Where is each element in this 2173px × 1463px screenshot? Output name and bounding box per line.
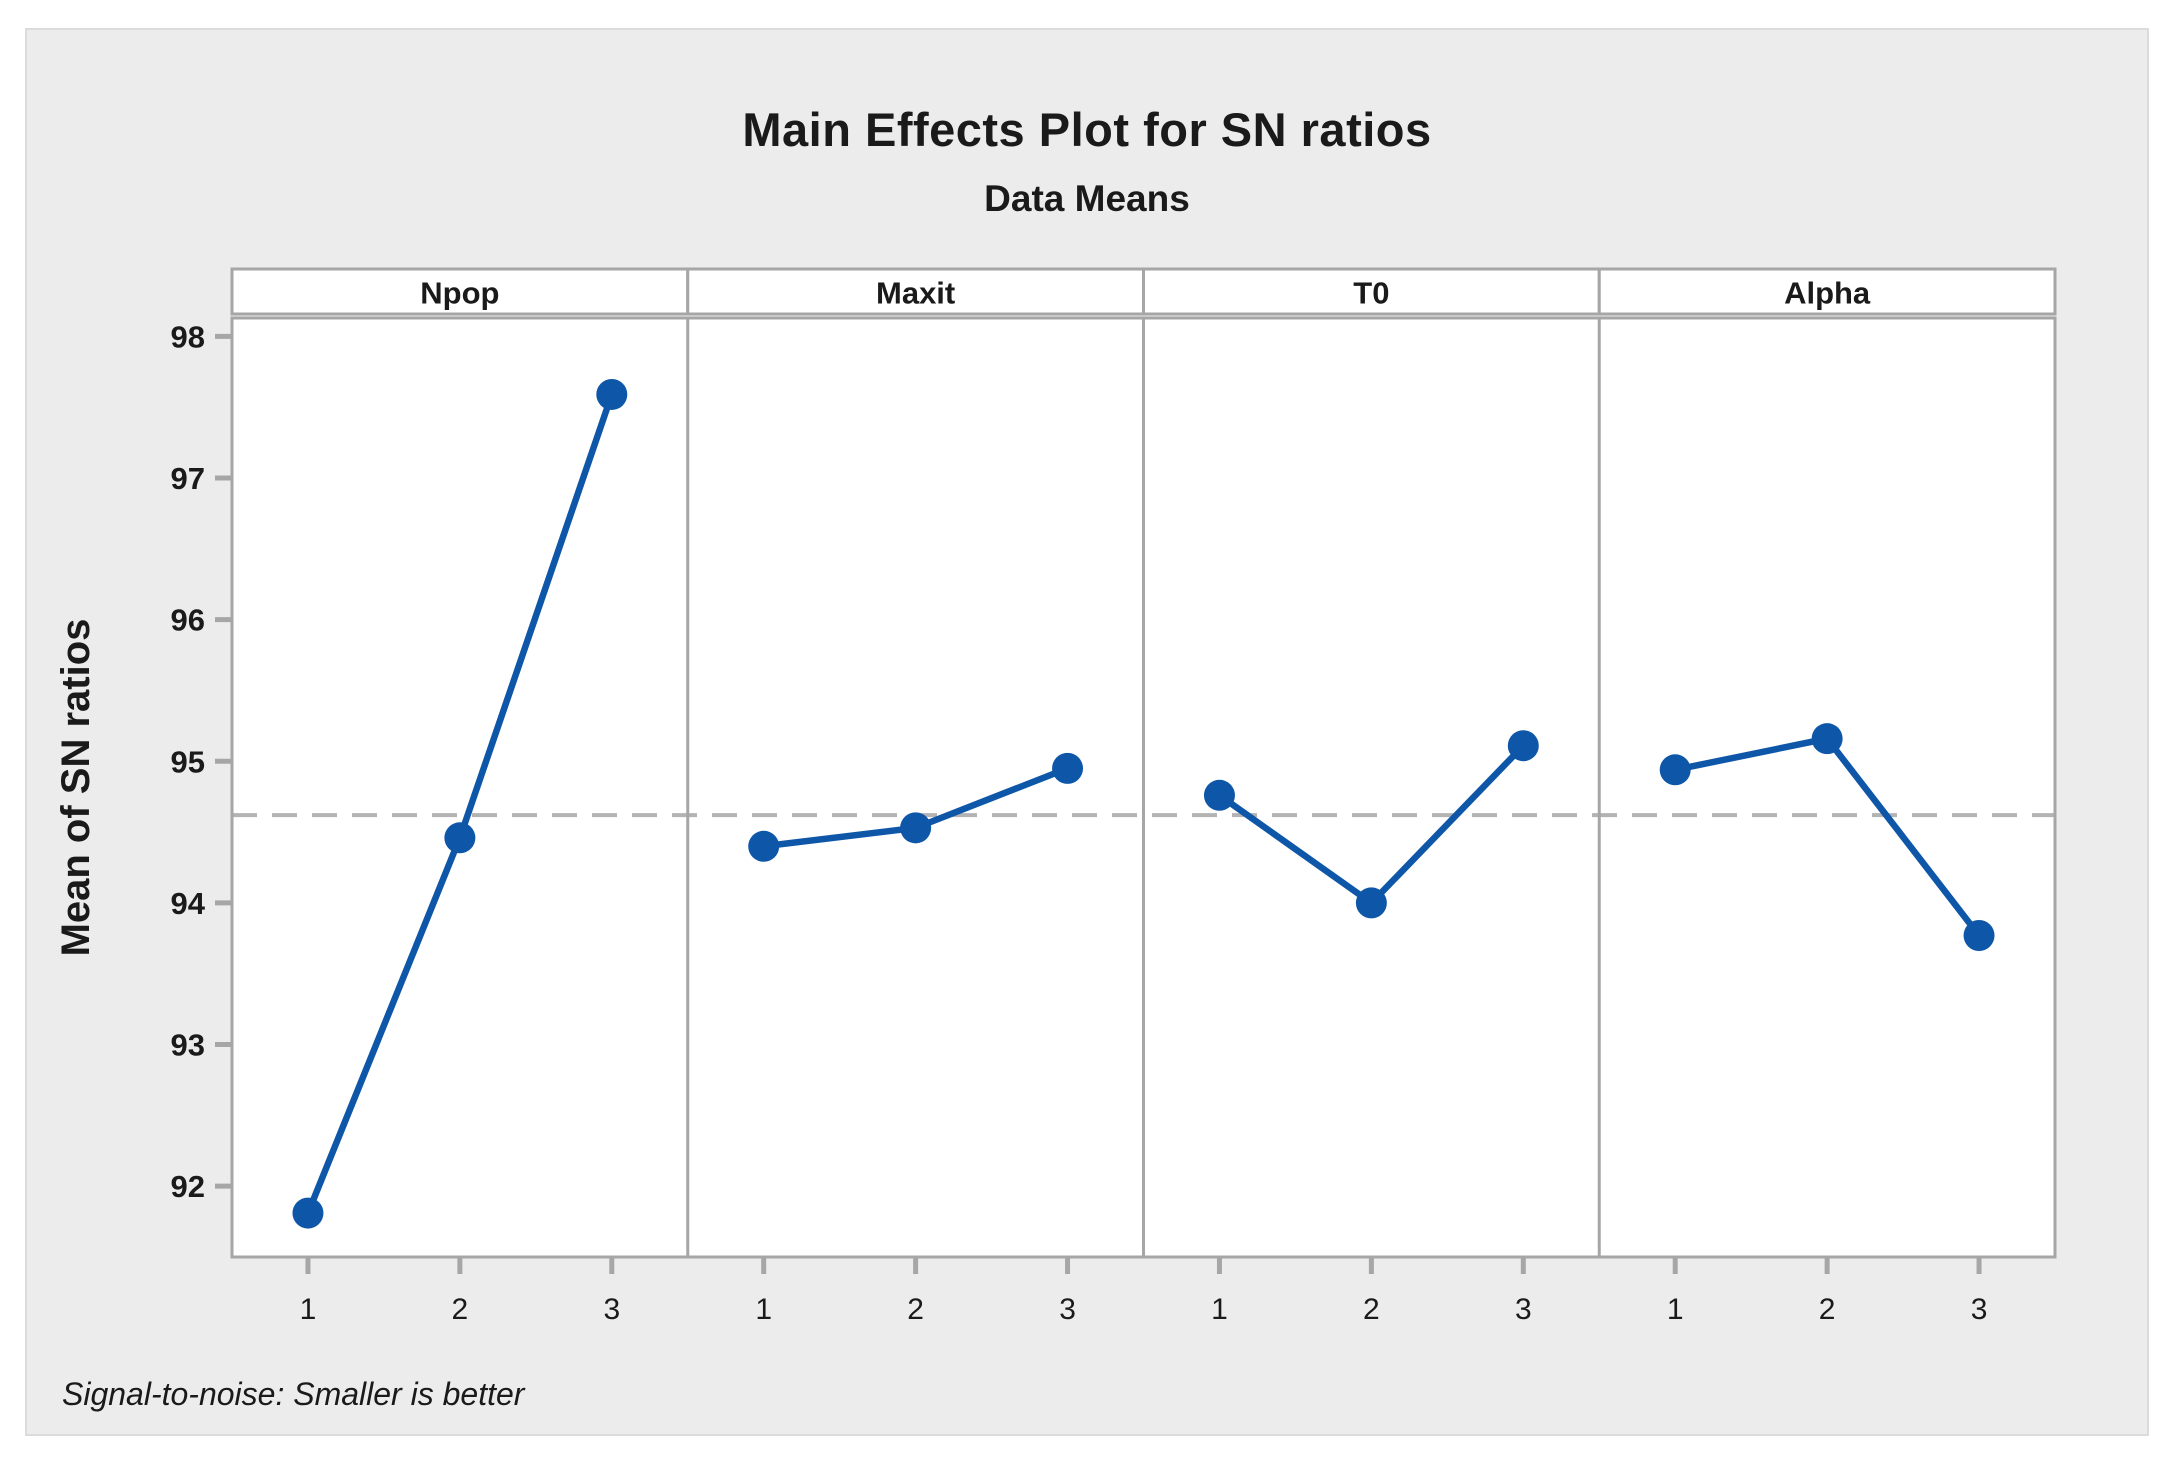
y-tick-label: 98 bbox=[171, 319, 205, 354]
data-point-t0-1 bbox=[1203, 779, 1235, 811]
chart-footnote: Signal-to-noise: Smaller is better bbox=[62, 1376, 525, 1412]
x-tick-label: 1 bbox=[300, 1293, 317, 1326]
data-point-maxit-3 bbox=[1052, 752, 1084, 784]
x-tick-label: 1 bbox=[1211, 1293, 1228, 1326]
main-effects-plot: Npop Maxit T0 Alpha 92 93 94 95 96 97 98 1 2 3 1 2 3 1 2 3 1… bbox=[54, 267, 2057, 1326]
data-point-t0-2 bbox=[1355, 887, 1387, 919]
x-tick-label: 3 bbox=[1971, 1293, 1988, 1326]
x-tick-label: 2 bbox=[1363, 1293, 1380, 1326]
data-point-maxit-2 bbox=[900, 812, 932, 844]
panel-header-box-maxit bbox=[686, 267, 1145, 316]
x-tick-label: 2 bbox=[1819, 1293, 1836, 1326]
x-tick-label: 2 bbox=[452, 1293, 469, 1326]
data-point-t0-3 bbox=[1507, 730, 1539, 762]
chart-title: Main Effects Plot for SN ratios bbox=[742, 103, 1432, 156]
y-tick-label: 95 bbox=[171, 744, 205, 779]
data-point-alpha-2 bbox=[1811, 723, 1843, 755]
y-tick-label: 94 bbox=[171, 886, 206, 921]
data-point-maxit-1 bbox=[748, 830, 780, 862]
y-tick-label: 92 bbox=[171, 1169, 205, 1204]
figure-card: Main Effects Plot for SN ratios Data Mea… bbox=[25, 28, 2149, 1436]
panel-label-alpha: Alpha bbox=[1784, 276, 1871, 311]
panel-label-maxit: Maxit bbox=[876, 276, 955, 311]
data-point-alpha-1 bbox=[1659, 754, 1691, 786]
y-tick-label: 93 bbox=[171, 1028, 205, 1063]
x-tick-label: 2 bbox=[907, 1293, 924, 1326]
x-tick-label: 3 bbox=[1059, 1293, 1076, 1326]
x-tick-label: 1 bbox=[755, 1293, 772, 1326]
y-axis-title: Mean of SN ratios bbox=[54, 619, 98, 957]
panel-label-npop: Npop bbox=[420, 276, 499, 311]
data-point-npop-1 bbox=[292, 1197, 324, 1229]
x-tick-label: 1 bbox=[1667, 1293, 1684, 1326]
panel-label-t0: T0 bbox=[1353, 276, 1389, 311]
chart-subtitle: Data Means bbox=[984, 178, 1190, 219]
data-point-alpha-3 bbox=[1963, 920, 1995, 952]
data-point-npop-2 bbox=[444, 822, 476, 854]
y-tick-label: 96 bbox=[171, 603, 205, 638]
panel-header-box-alpha bbox=[1597, 267, 2057, 316]
x-tick-label: 3 bbox=[603, 1293, 620, 1326]
y-tick-label: 97 bbox=[171, 461, 205, 496]
x-tick-label: 3 bbox=[1515, 1293, 1532, 1326]
panel-header-box-t0 bbox=[1142, 267, 1601, 316]
plot-border bbox=[230, 316, 2057, 1259]
data-point-npop-3 bbox=[596, 378, 628, 410]
